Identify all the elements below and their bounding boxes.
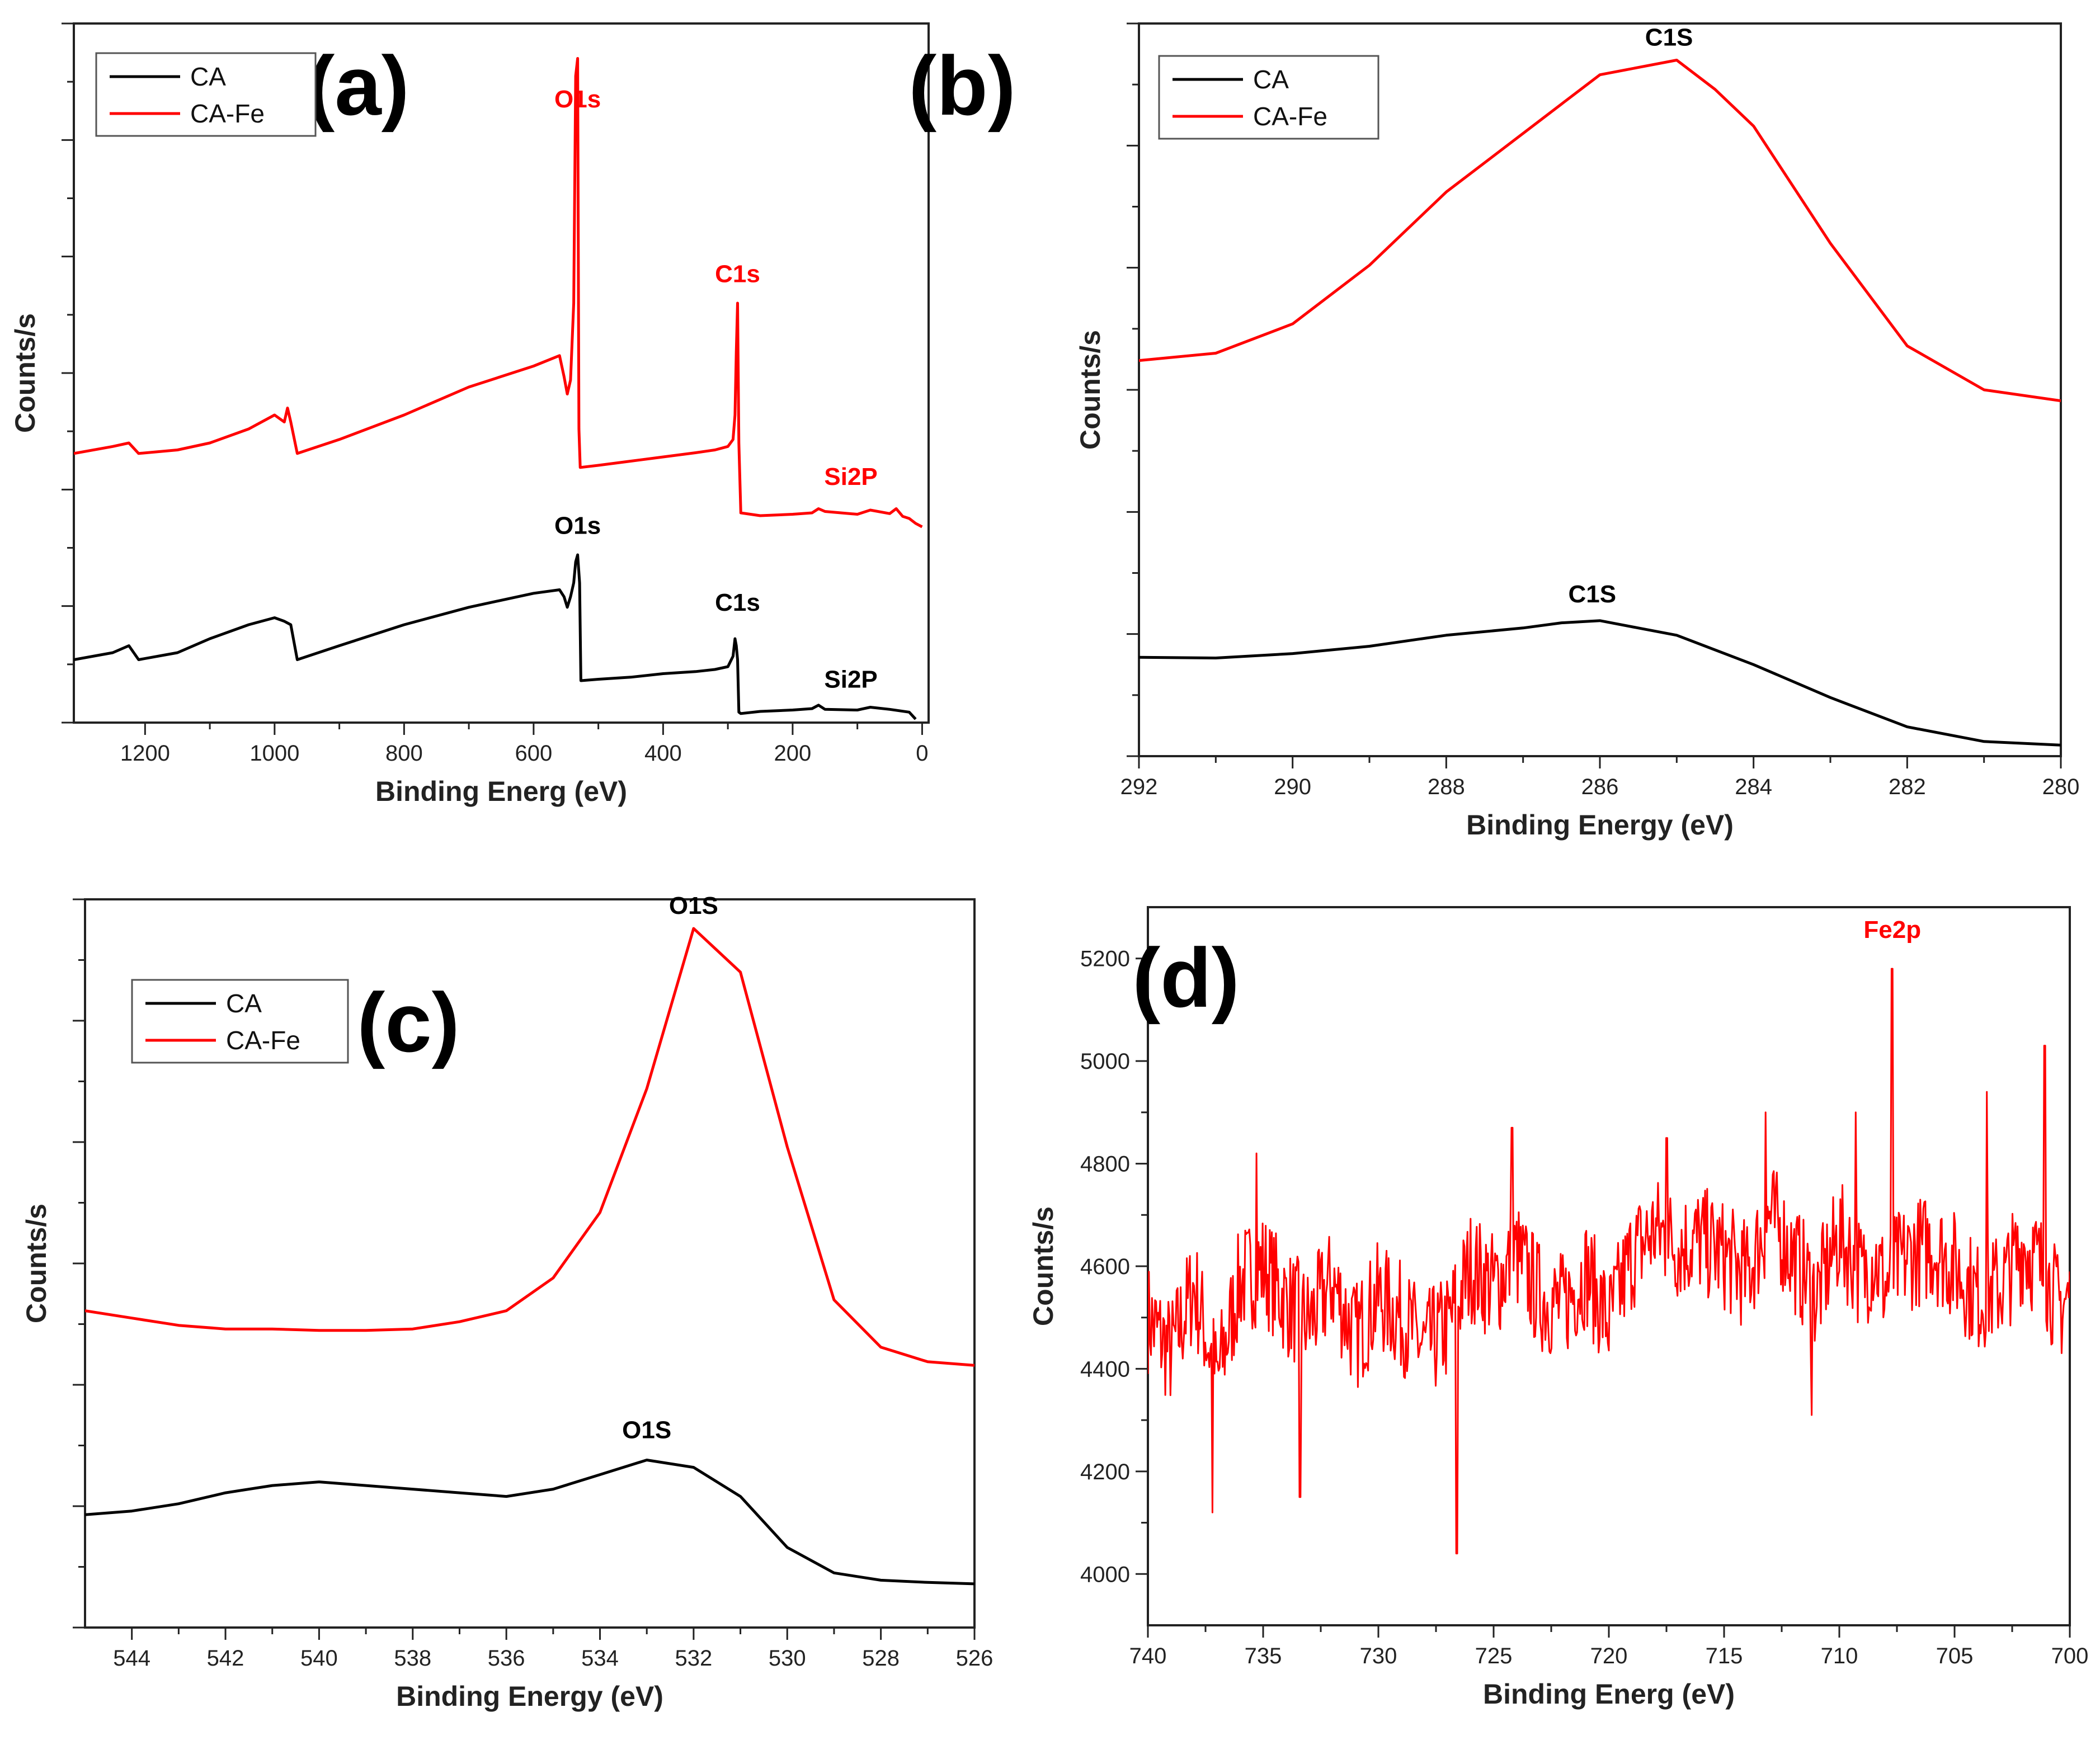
x-tick-label: 735 (1245, 1644, 1282, 1668)
panel-1: 292 290 288 286 284 282 280 Binding Energy (eV)… (908, 22, 2080, 841)
x-tick-label: 800 (385, 741, 423, 766)
x-tick-label: 530 (769, 1646, 806, 1671)
x-tick-label: 536 (488, 1646, 525, 1671)
panel-3: 740 735 730 725 720 715 710 705 700 4000 4200 4400 4… (1028, 906, 2089, 1710)
peak-annotation: C1s (715, 261, 760, 288)
panel-0: 1200 1000 800 600 400 200 0 Binding Energ (eV) C… (10, 22, 930, 807)
y-tick-label: 4600 (1080, 1254, 1130, 1279)
peak-annotation: Si2P (824, 463, 877, 490)
peak-annotation: O1s (554, 512, 601, 540)
x-tick-label: 0 (916, 741, 928, 766)
panel-letter: (b) (908, 39, 1016, 133)
x-tick-label: 600 (515, 741, 553, 766)
peak-annotation: Si2P (824, 666, 877, 694)
peak-annotation: Fe2p (1863, 916, 1921, 944)
y-tick-label: 4200 (1080, 1460, 1130, 1484)
legend-entry: CA (226, 989, 262, 1018)
y-axis-label: Counts/s (10, 313, 41, 433)
x-tick-label: 534 (581, 1646, 619, 1671)
legend-box (95, 52, 317, 137)
legend-entry: CA-Fe (1253, 102, 1327, 131)
x-tick-label: 290 (1274, 775, 1311, 799)
x-tick-label: 720 (1590, 1644, 1628, 1668)
series-line-ca (1139, 619, 2061, 747)
x-tick-label: 1200 (120, 741, 170, 766)
legend-box (1158, 55, 1379, 140)
series-line-ca-fe (1139, 59, 2061, 403)
x-tick-label: 532 (675, 1646, 713, 1671)
x-tick-label: 542 (207, 1646, 244, 1671)
peak-annotation: C1S (1568, 581, 1616, 608)
x-tick-label: 280 (2042, 775, 2080, 799)
legend-entry: CA (190, 62, 226, 91)
y-tick-label: 4400 (1080, 1357, 1130, 1381)
x-tick-label: 740 (1129, 1644, 1167, 1668)
legend-entry: CA (1253, 65, 1289, 94)
x-tick-label: 528 (862, 1646, 900, 1671)
legend-entry: CA-Fe (226, 1026, 300, 1055)
x-axis-label: Binding Energ (eV) (1483, 1678, 1735, 1710)
x-tick-label: 526 (956, 1646, 994, 1671)
x-tick-label: 700 (2051, 1644, 2089, 1668)
peak-annotation: O1S (622, 1416, 671, 1444)
panel-letter: (d) (1132, 931, 1240, 1025)
x-tick-label: 715 (1706, 1644, 1743, 1668)
panel-2: 544 542 540 538 536 534 532 530 528 526 Binding En… (21, 892, 993, 1712)
x-tick-label: 200 (774, 741, 812, 766)
legend: CA CA-Fe (1158, 55, 1379, 140)
x-tick-label: 284 (1735, 775, 1772, 799)
legend: CA CA-Fe (95, 52, 317, 137)
panel-letter: (a) (307, 39, 409, 133)
peak-annotation: C1s (715, 589, 760, 616)
y-tick-label: 4000 (1080, 1562, 1130, 1587)
series-line-ca-fe (74, 57, 923, 529)
x-axis-label: Binding Energy (eV) (1466, 809, 1734, 841)
legend: CA CA-Fe (131, 979, 349, 1064)
x-tick-label: 725 (1475, 1644, 1513, 1668)
x-tick-label: 730 (1360, 1644, 1397, 1668)
x-tick-label: 710 (1821, 1644, 1858, 1668)
x-tick-label: 282 (1889, 775, 1926, 799)
y-tick-label: 5200 (1080, 947, 1130, 971)
peak-annotation: O1s (554, 86, 601, 113)
x-tick-label: 538 (394, 1646, 431, 1671)
peak-annotation: O1S (669, 892, 718, 919)
x-axis-label: Binding Energy (eV) (396, 1681, 663, 1712)
x-tick-label: 705 (1936, 1644, 1974, 1668)
y-axis-label: Counts/s (1075, 330, 1106, 450)
x-tick-label: 288 (1428, 775, 1465, 799)
x-tick-label: 1000 (249, 741, 299, 766)
series-line-ca-fe (85, 927, 974, 1367)
legend-entry: CA-Fe (190, 99, 265, 128)
y-axis-label: Counts/s (21, 1204, 52, 1323)
x-tick-label: 286 (1581, 775, 1619, 799)
x-axis-label: Binding Energ (eV) (375, 776, 627, 807)
panel-letter: (c) (357, 975, 459, 1069)
x-tick-label: 292 (1120, 775, 1158, 799)
legend-box (131, 979, 349, 1064)
x-tick-label: 544 (113, 1646, 150, 1671)
y-tick-label: 4800 (1080, 1152, 1130, 1177)
x-tick-label: 400 (644, 741, 682, 766)
series-line-ca (74, 553, 917, 720)
series-line-ca (85, 1459, 974, 1586)
x-tick-label: 540 (300, 1646, 338, 1671)
y-axis-label: Counts/s (1028, 1206, 1059, 1326)
series-line-spectrum (1148, 968, 2070, 1555)
peak-annotation: C1S (1645, 23, 1693, 51)
y-tick-label: 5000 (1080, 1049, 1130, 1074)
